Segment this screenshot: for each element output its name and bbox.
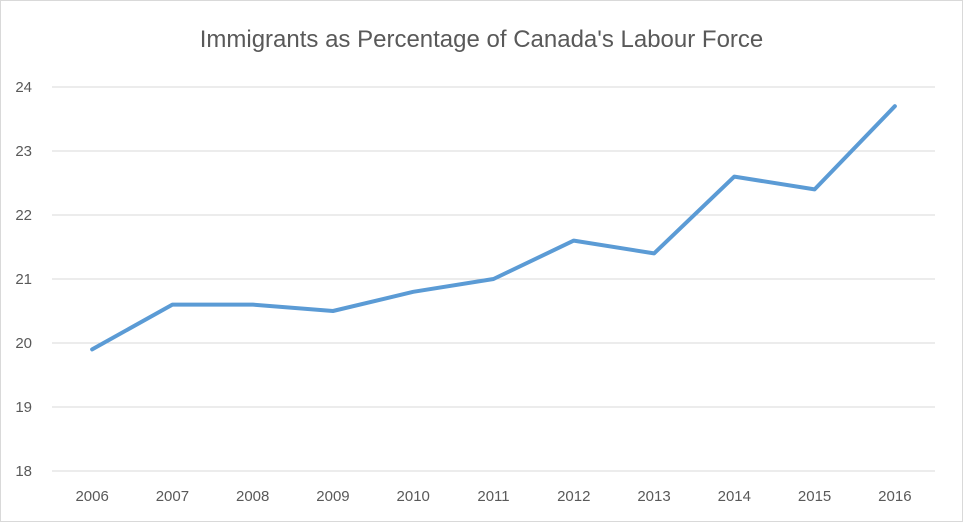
- x-tick-label: 2008: [236, 488, 269, 505]
- series-line: [90, 104, 897, 352]
- y-tick-label: 23: [15, 143, 32, 160]
- x-tick-label: 2006: [75, 488, 108, 505]
- y-tick-label: 22: [15, 207, 32, 224]
- x-tick-label: 2016: [878, 488, 911, 505]
- y-tick-label: 19: [15, 399, 32, 416]
- x-tick-label: 2015: [798, 488, 831, 505]
- x-tick-label: 2012: [557, 488, 590, 505]
- y-tick-label: 24: [15, 79, 32, 96]
- x-tick-label: 2010: [397, 488, 430, 505]
- x-tick-label: 2009: [316, 488, 349, 505]
- x-tick-label: 2011: [477, 488, 509, 505]
- y-tick-label: 18: [15, 463, 32, 480]
- y-tick-label: 21: [15, 271, 32, 288]
- chart-title: Immigrants as Percentage of Canada's Lab…: [199, 26, 764, 53]
- x-tick-label: 2007: [156, 488, 189, 505]
- y-tick-label: 20: [15, 335, 32, 352]
- x-tick-label: 2014: [718, 488, 751, 505]
- x-tick-label: 2013: [637, 488, 670, 505]
